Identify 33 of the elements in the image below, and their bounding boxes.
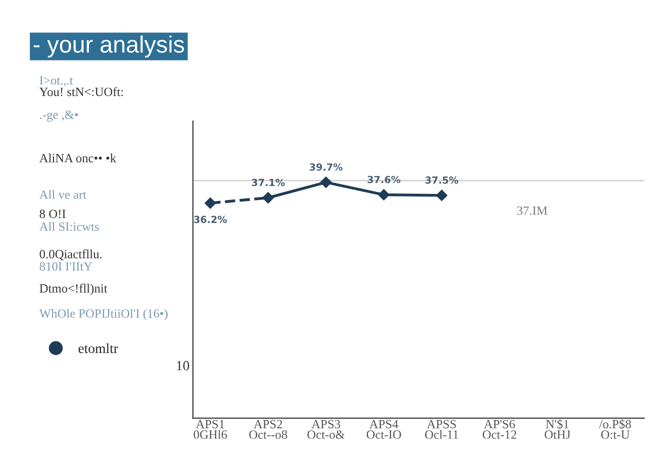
- point: [320, 176, 332, 188]
- legend-label: etomltr: [78, 343, 118, 354]
- x-tick-label: AP'S6 Oct-12: [482, 420, 516, 439]
- x-tick-label: APS3 Oct-o&: [307, 420, 345, 439]
- data-label: 36.2%: [194, 216, 227, 224]
- x-tick-label: APS4 Oct-IO: [366, 420, 402, 439]
- data-label: 37.6%: [368, 176, 400, 184]
- data-label: 39.7%: [310, 163, 343, 171]
- point: [436, 190, 448, 201]
- annotation: 37.IM: [517, 206, 548, 215]
- text: AliNA onc•• •k: [39, 154, 116, 162]
- point: [378, 189, 390, 200]
- text: 10: [176, 360, 190, 370]
- text: WhOle POPIJtiiOl'I (16•): [39, 308, 168, 320]
- text: All ve art: [39, 190, 86, 199]
- point: [204, 197, 216, 209]
- text: Dtmo<!fll)nit: [40, 284, 108, 296]
- x-tick-label: APS1 0GHl6: [194, 420, 227, 439]
- point: [262, 192, 274, 204]
- data-label: 37.1%: [252, 178, 285, 186]
- text: 0.0Qiactfllu.: [40, 249, 102, 260]
- data-label: 37.5%: [425, 176, 458, 184]
- text: All SI:icwts: [39, 222, 99, 231]
- x-tick-label: APS2 Oct--o8: [249, 420, 288, 439]
- text: You! stN<:UOft:: [39, 87, 123, 96]
- x-tick-label: /o.P$8 O:t-U: [599, 419, 631, 439]
- chart-title: - your analysis: [34, 35, 184, 58]
- x-tick-label: N'$1 OtHJ: [544, 419, 570, 439]
- text: .-ge ,&•: [40, 110, 78, 122]
- text: I>ot.,.t: [40, 76, 73, 86]
- text: 810I I'IItY: [40, 262, 92, 271]
- x-tick-label: APSS Ocl-11: [425, 420, 458, 439]
- text: 8 O!I: [40, 210, 66, 218]
